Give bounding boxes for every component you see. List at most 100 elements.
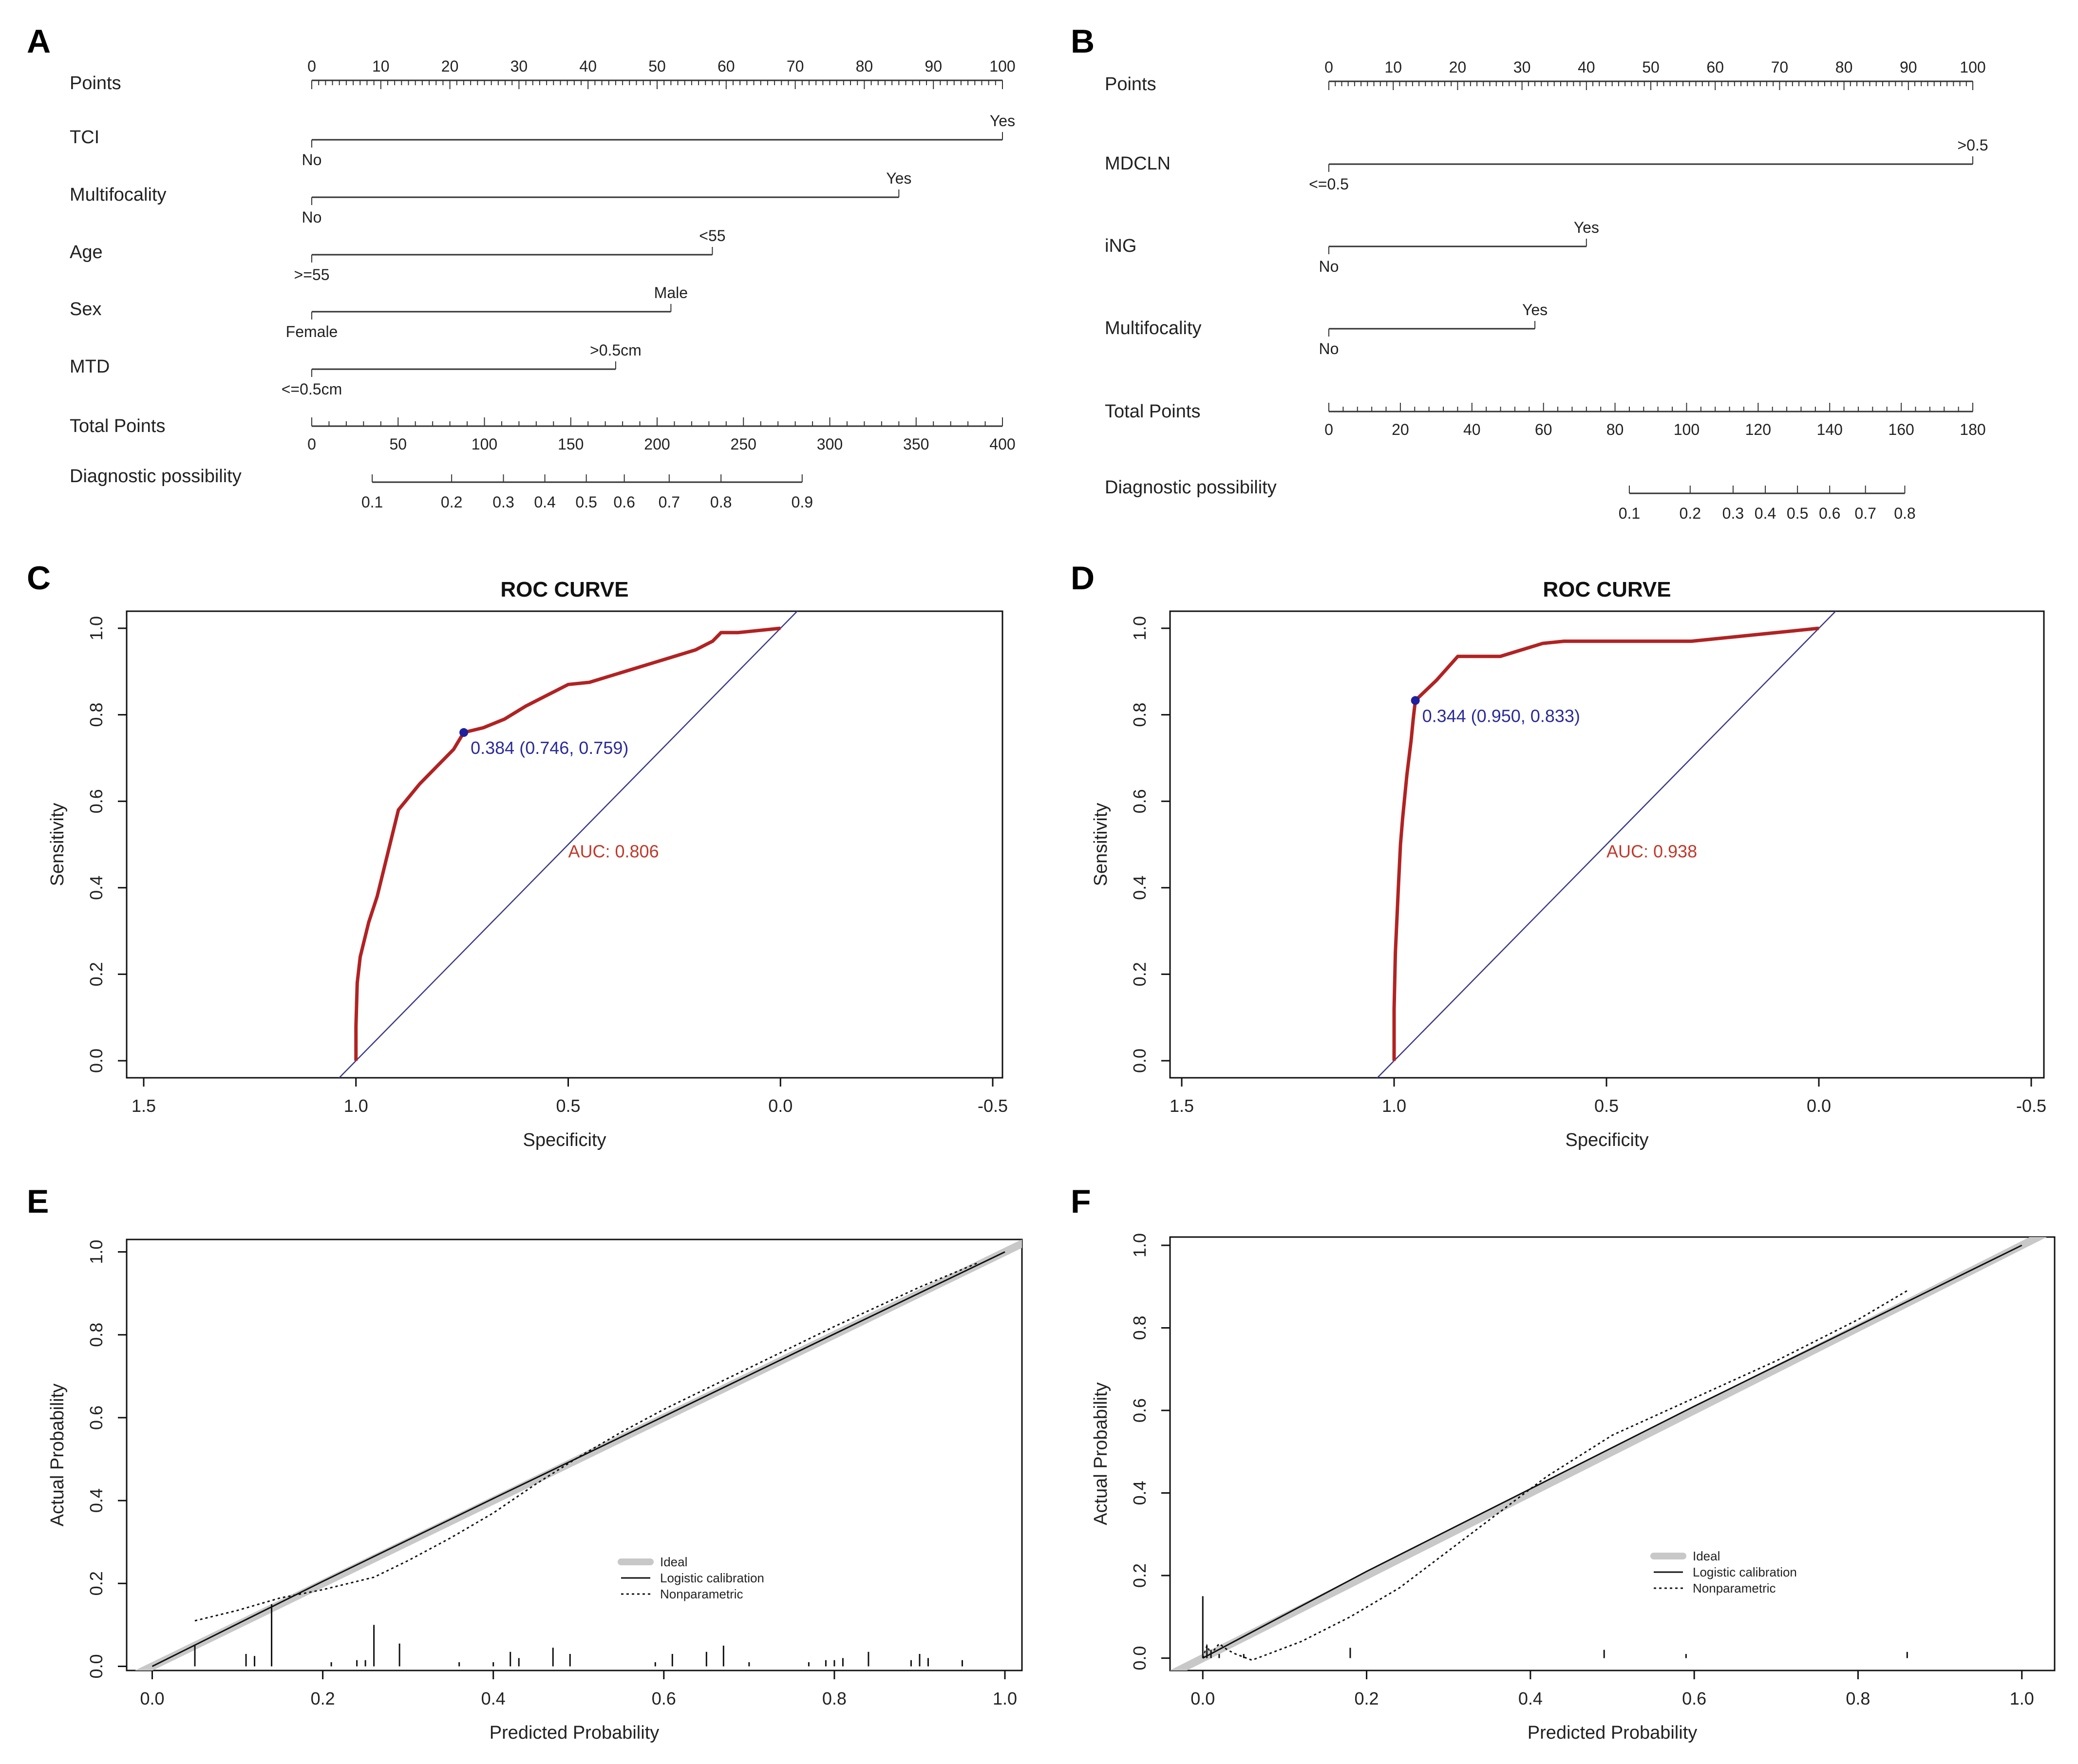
probability-tick-label: 0.3	[492, 493, 514, 511]
y-tick-label: 0.4	[86, 876, 106, 900]
probability-tick-label: 0.7	[659, 493, 680, 511]
points-tick-label: 80	[1835, 58, 1853, 76]
points-tick-label: 40	[1578, 58, 1595, 76]
points-tick-label: 30	[510, 57, 528, 75]
x-tick-label: 0.0	[1190, 1689, 1215, 1708]
y-tick-label: 0.0	[1130, 1049, 1150, 1073]
points-tick-label: 50	[1642, 58, 1660, 76]
roc-panel-c: ROC CURVE 1.5 1.0 0.5 0.0 -0.5 0.0 0.2 0.4 0.6 0.8…	[47, 578, 1008, 1150]
probability-tick-label: 0.1	[361, 493, 383, 511]
legend: Ideal Logistic calibration Nonparametric	[618, 1555, 764, 1601]
points-tick-label: 20	[441, 57, 459, 75]
variable-low-label: No	[302, 151, 322, 169]
x-tick-label: 0.0	[1807, 1096, 1831, 1116]
points-tick-label: 100	[1960, 58, 1985, 76]
auc-label: AUC: 0.938	[1606, 842, 1697, 862]
variable-low-label: Female	[286, 323, 338, 340]
total-tick-label: 400	[989, 435, 1015, 453]
chart-title: ROC CURVE	[1543, 578, 1671, 601]
points-tick-label: 40	[579, 57, 597, 75]
variable-high-label: Yes	[990, 112, 1015, 130]
x-tick-label: 1.5	[1170, 1096, 1194, 1116]
variable-low-label: No	[302, 208, 322, 226]
points-tick-label: 10	[1384, 58, 1402, 76]
x-tick-label: 0.0	[768, 1096, 793, 1116]
points-tick-label: 60	[718, 57, 735, 75]
variable-name: TCI	[70, 127, 99, 148]
calibration-panel-e: 0.0 0.2 0.4 0.6 0.8 1.0 0.0 0.2 0.4 0.6 0.8 1.0 Pred…	[47, 1239, 1023, 1743]
total-tick-label: 100	[472, 435, 497, 453]
plot-frame	[126, 610, 1003, 1079]
y-tick-label: 0.8	[86, 1323, 106, 1347]
probability-tick-label: 0.2	[441, 493, 462, 511]
legend-entry: Logistic calibration	[1693, 1565, 1797, 1579]
calibration-panel-f: 0.0 0.2 0.4 0.6 0.8 1.0 0.0 0.2 0.4 0.6 0.8 1.0 Pred…	[1091, 1233, 2056, 1743]
y-axis-title: Actual Probability	[47, 1384, 68, 1527]
points-tick-label: 70	[787, 57, 804, 75]
y-tick-label: 0.0	[86, 1049, 106, 1073]
total-points-label: Total Points	[70, 416, 165, 436]
variable-name: Multifocality	[1105, 318, 1202, 338]
x-tick-label: 1.0	[2010, 1689, 2034, 1708]
plot-area	[1170, 1237, 2047, 1670]
variable-name: iNG	[1105, 236, 1136, 256]
x-tick-label: 0.5	[1594, 1096, 1619, 1116]
panel-letter-b: B	[1071, 23, 1095, 60]
probability-tick-label: 0.5	[575, 493, 597, 511]
points-tick-label: 10	[372, 57, 390, 75]
reference-diagonal-line	[1376, 611, 1837, 1078]
variable-high-label: Yes	[1574, 219, 1599, 236]
roc-panel-d: ROC CURVE 1.5 1.0 0.5 0.0 -0.5 0.0 0.2 0.4 0.6 0.8…	[1091, 578, 2046, 1150]
y-tick-label: 0.2	[86, 962, 106, 986]
legend-entry: Nonparametric	[1693, 1581, 1776, 1595]
probability-tick-label: 0.4	[1755, 505, 1776, 522]
x-axis-title: Specificity	[1565, 1130, 1648, 1150]
total-tick-label: 300	[817, 435, 843, 453]
x-tick-label: 0.8	[1846, 1689, 1870, 1708]
points-tick-label: 0	[307, 57, 316, 75]
y-tick-label: 0.4	[1130, 1481, 1150, 1505]
x-tick-label: 1.0	[1382, 1096, 1406, 1116]
probability-tick-label: 0.2	[1680, 505, 1701, 522]
y-tick-label: 0.4	[1130, 876, 1150, 900]
logistic-calibration-line	[1202, 1244, 2022, 1659]
y-tick-label: 0.8	[1130, 1315, 1150, 1340]
y-tick-label: 0.6	[1130, 1398, 1150, 1423]
x-tick-label: 0.6	[652, 1689, 676, 1708]
x-tick-label: 0.0	[140, 1689, 164, 1708]
y-axis-title: Actual Probability	[1091, 1382, 1111, 1525]
diagnostic-possibility-label: Diagnostic possibility	[1105, 477, 1277, 498]
panel-letter-a: A	[27, 23, 51, 60]
variable-low-label: No	[1319, 258, 1339, 275]
y-tick-label: 0.6	[1130, 789, 1150, 813]
probability-tick-label: 0.9	[792, 493, 813, 511]
plot-area	[134, 1239, 1022, 1670]
plot-area	[1376, 611, 1837, 1078]
y-tick-label: 1.0	[1130, 616, 1150, 640]
y-tick-label: 1.0	[86, 616, 106, 640]
plot-area	[338, 611, 798, 1078]
total-tick-label: 100	[1674, 421, 1700, 438]
y-tick-label: 1.0	[1130, 1233, 1150, 1257]
variable-high-label: Male	[654, 284, 688, 301]
legend: Ideal Logistic calibration Nonparametric	[1650, 1549, 1797, 1595]
x-tick-label: 0.4	[1518, 1689, 1543, 1708]
variable-name: MTD	[70, 357, 110, 377]
points-tick-label: 70	[1771, 58, 1789, 76]
x-tick-label: -0.5	[2016, 1096, 2046, 1116]
points-tick-label: 90	[925, 57, 942, 75]
best-threshold-label: 0.384 (0.746, 0.759)	[471, 738, 628, 758]
probability-tick-label: 0.1	[1619, 505, 1640, 522]
probability-tick-label: 0.6	[1819, 505, 1840, 522]
points-tick-label: 20	[1449, 58, 1467, 76]
y-tick-label: 1.0	[86, 1240, 106, 1264]
panel-letter-f: F	[1071, 1183, 1091, 1220]
panel-letter-e: E	[27, 1183, 49, 1220]
y-tick-label: 0.2	[1130, 1563, 1150, 1588]
points-tick-label: 100	[989, 57, 1015, 75]
total-tick-label: 160	[1888, 421, 1914, 438]
y-tick-label: 0.0	[86, 1654, 106, 1678]
y-tick-label: 0.0	[1130, 1646, 1150, 1670]
variable-low-label: <=0.5cm	[282, 380, 342, 398]
